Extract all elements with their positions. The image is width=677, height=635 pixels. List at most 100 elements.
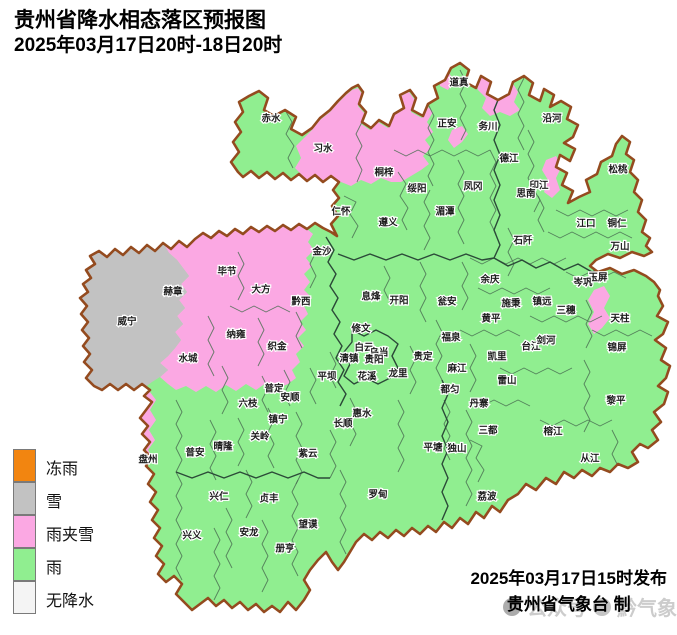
county-label: 黔西: [290, 296, 311, 308]
county-boundary: [213, 527, 221, 601]
page-title: 贵州省降水相态落区预报图: [14, 9, 266, 32]
legend-label: 无降水: [46, 592, 95, 610]
county-label: 福泉: [440, 332, 461, 344]
sleet-swatch: [13, 515, 36, 548]
snow-swatch: [13, 482, 36, 515]
county-boundary: [383, 265, 391, 303]
producer: 贵州省气象台 制: [506, 594, 631, 614]
county-boundary: [469, 439, 485, 483]
footer: 2025年03月17日15时发布 贵州省气象台 制: [470, 566, 667, 617]
county-label: 雷山: [497, 375, 516, 387]
legend-label: 雪: [46, 493, 63, 511]
watermark-text: 公众号: [527, 598, 587, 620]
county-label: 黎平: [605, 395, 626, 407]
county-label: 普安: [185, 447, 205, 459]
prefecture-boundary: [175, 471, 330, 479]
panda-logo-icon: [593, 597, 611, 616]
legend: 冻雨 雪 雨夹雪 雨 无降水: [13, 449, 95, 615]
county-boundary: [583, 359, 591, 433]
county-boundary: [291, 479, 299, 577]
county-boundary: [295, 411, 303, 485]
county-boundary: [397, 399, 405, 473]
county-label: 剑河: [535, 335, 556, 347]
forecast-period: 2025年03月17日20时-18日20时: [14, 35, 283, 57]
county-label: 贵定: [413, 351, 433, 363]
county-boundary: [349, 397, 357, 447]
county-label: 贵阳: [364, 354, 383, 366]
county-label: 务川: [478, 121, 497, 133]
county-label: 从江: [580, 453, 600, 465]
county-boundary: [537, 195, 545, 233]
county-label: 玉屏: [588, 273, 608, 284]
county-boundary: [409, 345, 417, 395]
county-label: 息烽: [361, 291, 381, 303]
county-label: 黄平: [481, 313, 501, 325]
county-label: 凯里: [487, 351, 507, 363]
prefecture-boundary: [441, 379, 449, 521]
county-label: 花溪: [357, 371, 377, 383]
county-boundary: [499, 367, 573, 375]
province-base-rain: [80, 63, 670, 612]
county-label: 铜仁: [607, 218, 627, 230]
county-boundary: [397, 171, 409, 231]
county-label: 金沙: [311, 246, 332, 258]
county-boundary: [237, 417, 245, 467]
county-label: 平坝: [317, 371, 337, 383]
county-label: 习水: [313, 143, 333, 155]
county-label: 榕江: [543, 426, 563, 438]
county-label: 晴隆: [213, 441, 233, 453]
legend-label: 雨夹雪: [46, 526, 95, 544]
county-label: 长顺: [333, 418, 353, 430]
county-boundary: [461, 261, 469, 311]
legend-item-rain: 雨: [13, 548, 94, 582]
county-label: 仁怀: [331, 206, 351, 218]
county-boundary: [529, 315, 603, 323]
county-label: 荔波: [476, 491, 497, 503]
county-boundary: [591, 329, 653, 337]
county-label: 六枝: [238, 398, 258, 410]
county-boundary: [175, 399, 183, 581]
county-label: 石阡: [512, 235, 533, 247]
freezing-rain-swatch: [13, 449, 36, 482]
no-precip-swatch: [13, 581, 36, 614]
county-label: 乌当: [369, 347, 388, 359]
county-boundary: [209, 419, 217, 481]
county-label: 关岭: [250, 431, 270, 443]
county-boundary: [343, 195, 359, 239]
county-label: 镇宁: [268, 414, 288, 426]
county-label: 贞丰: [259, 493, 279, 505]
county-boundary: [565, 271, 627, 279]
region-snow-weining-hezhang: [80, 243, 189, 392]
province-border: [78, 61, 672, 614]
county-boundary: [547, 231, 633, 239]
prefecture-boundary: [325, 236, 347, 407]
region-sleet-zhengan-patch: [448, 126, 468, 148]
county-boundary: [393, 149, 491, 157]
county-boundary: [225, 507, 233, 569]
watermark-text: 黔气象: [617, 598, 677, 620]
county-label: 白云: [354, 342, 374, 354]
prefecture-boundary: [337, 253, 495, 261]
county-label: 望谟: [298, 519, 318, 531]
county-label: 开阳: [389, 296, 408, 307]
county-label: 台江: [521, 341, 541, 353]
county-boundary: [489, 149, 497, 235]
prefecture-boundary: [493, 94, 501, 259]
county-label: 兴仁: [209, 491, 229, 503]
legend-item-snow: 雪: [13, 482, 94, 516]
county-boundary: [355, 121, 363, 183]
county-label: 清镇: [339, 353, 359, 365]
county-boundary: [477, 287, 551, 295]
rain-swatch: [13, 548, 36, 581]
county-boundary: [435, 319, 443, 381]
county-label: 惠水: [352, 408, 372, 420]
county-label: 普定: [264, 383, 284, 395]
county-boundary: [517, 77, 525, 151]
county-label: 罗甸: [368, 489, 387, 501]
issue-time: 2025年03月17日15时发布: [470, 569, 667, 588]
county-label: 安龙: [239, 527, 259, 539]
county-boundary: [207, 315, 215, 377]
county-label: 丹寨: [469, 398, 489, 410]
